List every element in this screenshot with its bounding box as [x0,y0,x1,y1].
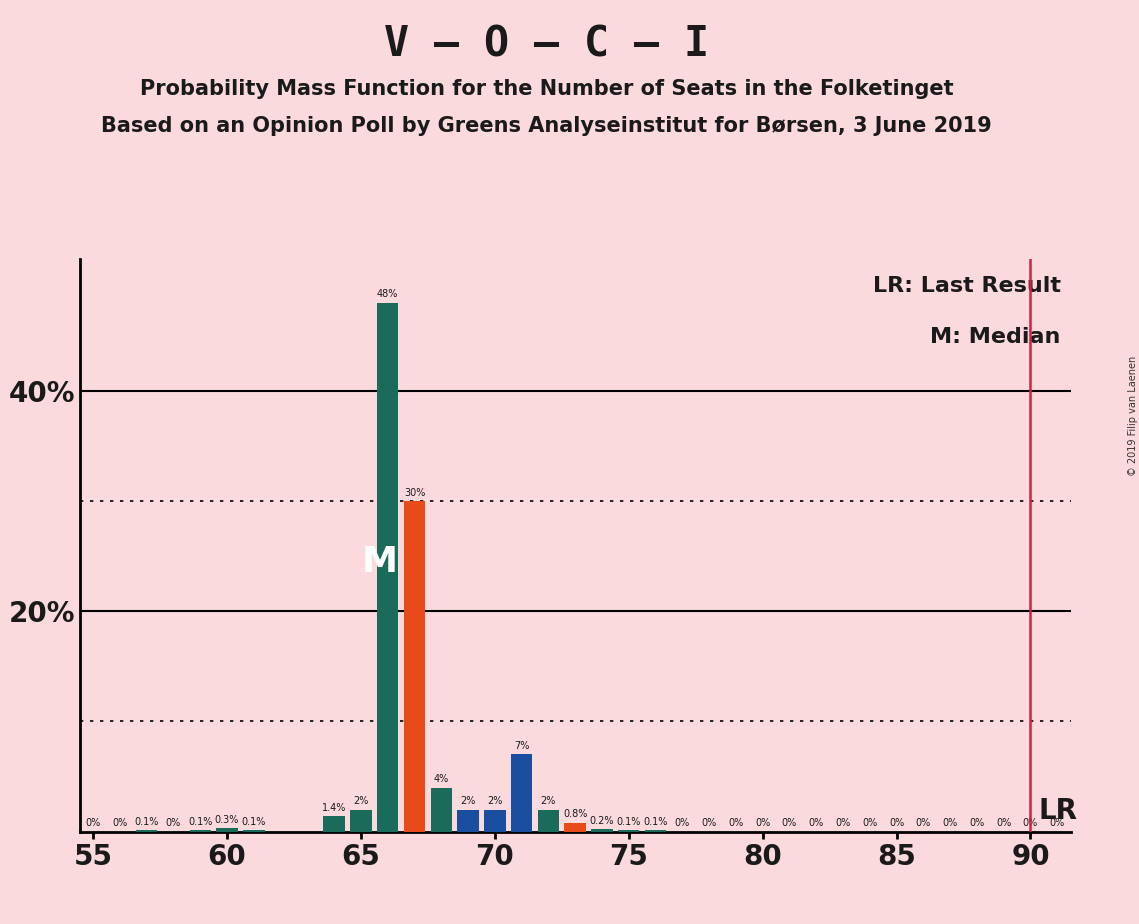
Bar [484,809,506,832]
Text: 0%: 0% [809,819,823,828]
Text: 0%: 0% [969,819,984,828]
Text: 0.1%: 0.1% [616,817,641,827]
Text: 0%: 0% [862,819,877,828]
Text: © 2019 Filip van Laenen: © 2019 Filip van Laenen [1129,356,1138,476]
Text: 0%: 0% [674,819,690,828]
Text: 48%: 48% [377,289,399,299]
Text: 0%: 0% [166,819,181,828]
Text: 0%: 0% [755,819,770,828]
Bar [645,831,666,832]
Text: 2%: 2% [353,796,369,807]
Bar [591,830,613,832]
Bar [431,787,452,832]
Text: 0%: 0% [916,819,931,828]
Text: 0%: 0% [781,819,797,828]
Text: 0%: 0% [997,819,1011,828]
Bar [538,809,559,832]
Text: 0.1%: 0.1% [134,817,158,827]
Bar [243,831,264,832]
Text: LR: Last Result: LR: Last Result [872,276,1060,296]
Text: 0%: 0% [835,819,851,828]
Bar [618,831,639,832]
Text: 1.4%: 1.4% [322,803,346,813]
Bar [323,816,345,832]
Bar [350,809,371,832]
Text: 2%: 2% [460,796,476,807]
Text: Based on an Opinion Poll by Greens Analyseinstitut for Børsen, 3 June 2019: Based on an Opinion Poll by Greens Analy… [101,116,992,136]
Text: 0%: 0% [942,819,958,828]
Text: LR: LR [1039,797,1077,825]
Text: 0%: 0% [1023,819,1038,828]
Text: 0%: 0% [888,819,904,828]
Text: Probability Mass Function for the Number of Seats in the Folketinget: Probability Mass Function for the Number… [140,79,953,99]
Text: 0%: 0% [1050,819,1065,828]
Text: 0.1%: 0.1% [241,817,267,827]
Text: 30%: 30% [404,488,425,498]
Bar [189,831,211,832]
Text: 4%: 4% [434,774,449,784]
Bar [458,809,478,832]
Text: 0%: 0% [85,819,100,828]
Text: M: M [362,544,398,578]
Bar [404,501,425,832]
Text: V – O – C – I: V – O – C – I [384,23,710,65]
Text: 0.1%: 0.1% [644,817,667,827]
Bar [136,831,157,832]
Bar [377,303,399,832]
Text: 0%: 0% [113,819,128,828]
Bar [565,822,585,832]
Text: M: Median: M: Median [931,327,1060,347]
Text: 0%: 0% [702,819,716,828]
Text: 2%: 2% [487,796,502,807]
Text: 0.3%: 0.3% [215,815,239,825]
Text: 0.2%: 0.2% [590,816,614,826]
Text: 0.8%: 0.8% [563,809,588,820]
Bar [511,755,532,832]
Text: 7%: 7% [514,741,530,751]
Text: 0.1%: 0.1% [188,817,213,827]
Text: 2%: 2% [541,796,556,807]
Bar [216,828,238,832]
Text: 0%: 0% [728,819,744,828]
